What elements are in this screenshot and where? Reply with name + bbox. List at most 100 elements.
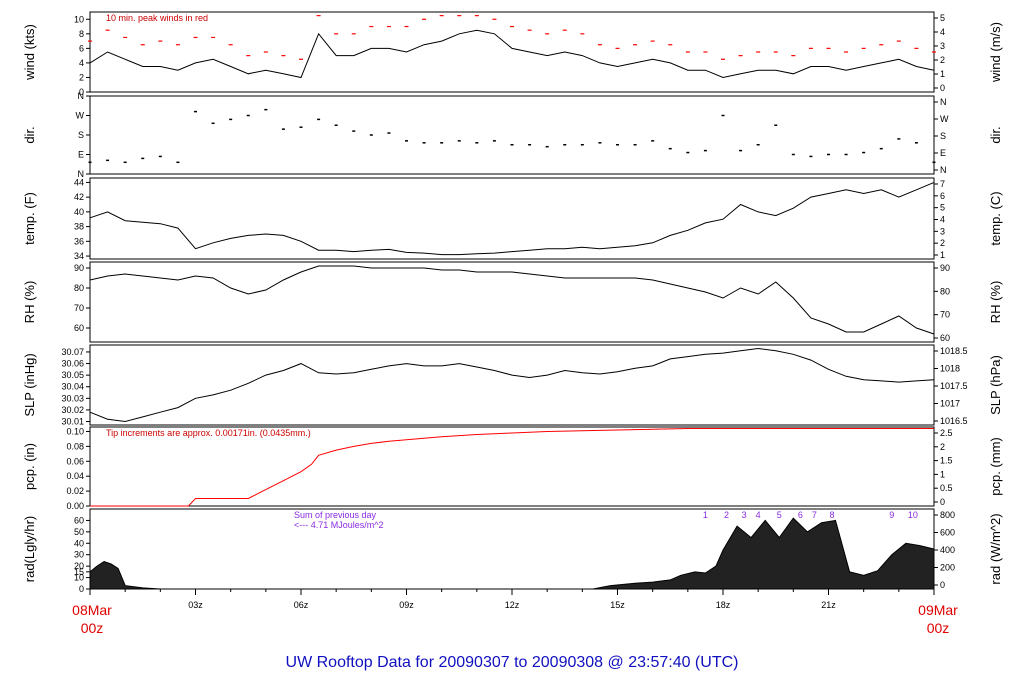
- pcp-right-tick-label: 0: [940, 497, 945, 507]
- dir-left-axis-label: dir.: [22, 126, 37, 143]
- wind-series-line: [89, 29, 935, 79]
- rh-right-tick-label: 80: [940, 286, 950, 296]
- pcp-right-tick-label: 2.5: [940, 428, 953, 438]
- slp-left-tick-label: 30.04: [61, 382, 84, 392]
- dir-point: [299, 126, 303, 128]
- dir-point: [440, 142, 444, 144]
- rh-left-tick-label: 90: [74, 263, 84, 273]
- rh-series-line: [89, 265, 935, 335]
- rad-area: [89, 517, 935, 590]
- dir-right-tick-label: E: [940, 148, 946, 158]
- panel-rh: 60 70 80 90 60 70 80 90 RH (%) RH (%): [22, 261, 1003, 343]
- x-tick-label: 18z: [716, 600, 731, 610]
- dir-point: [352, 130, 356, 132]
- dir-point: [281, 128, 285, 130]
- temp-right-tick-label: 4: [940, 215, 945, 225]
- wind-right-axis-label: wind (m/s): [988, 22, 1003, 83]
- rad-right-tick-label: 800: [940, 510, 955, 520]
- wind-annotation: 10 min. peak winds in red: [106, 13, 208, 23]
- dir-left-tick-label: N: [78, 169, 85, 179]
- temp-right-tick-label: 3: [940, 226, 945, 236]
- wind-frame: [89, 11, 935, 93]
- x-tick-label: 12z: [505, 600, 520, 610]
- wind-right-tick-label: 2: [940, 55, 945, 65]
- rad-hour-label: 9: [889, 510, 894, 520]
- x-tick-label: 21z: [821, 600, 836, 610]
- rad-left-axis-label: rad(Lgly/hr): [22, 516, 37, 582]
- dir-point: [334, 124, 338, 126]
- rad-left-tick-label: 50: [74, 527, 84, 537]
- dir-point: [317, 118, 321, 121]
- rad-sum-note: Sum of previous day: [294, 510, 377, 520]
- dir-point: [616, 144, 619, 146]
- rh-left-tick-label: 60: [74, 323, 84, 333]
- dir-point: [756, 144, 760, 146]
- panel-temp: 34 36 38 40 42 44 1 2 34 5 6 7 temp. (F) temp. (C): [22, 177, 1003, 261]
- temp-left-tick-label: 40: [74, 207, 84, 217]
- rad-hour-label: 7: [812, 510, 817, 520]
- dir-point: [721, 114, 725, 117]
- rad-hour-label: 3: [742, 510, 747, 520]
- rad-hour-label: 2: [724, 510, 729, 520]
- pcp-left-axis-label: pcp. (in): [22, 443, 37, 490]
- dir-point: [914, 142, 918, 144]
- end-date-label: 09Mar: [918, 602, 958, 618]
- dir-point: [528, 144, 532, 146]
- rad-hour-label: 1: [703, 510, 708, 520]
- slp-right-tick-label: 1017: [940, 399, 960, 409]
- pcp-left-tick-label: 0.06: [66, 456, 84, 466]
- dir-point: [369, 134, 373, 136]
- dir-point: [844, 153, 848, 156]
- temp-right-axis-label: temp. (C): [988, 191, 1003, 245]
- dir-point: [598, 142, 602, 144]
- dir-point: [633, 144, 637, 146]
- wind-right-tick-label: 5: [940, 13, 945, 23]
- rad-right-tick-label: 0: [940, 580, 945, 590]
- rad-left-tick-label: 40: [74, 538, 84, 548]
- slp-left-tick-label: 30.03: [61, 393, 84, 403]
- start-time-label: 00z: [81, 620, 104, 636]
- dir-point: [106, 159, 110, 162]
- slp-right-tick-label: 1016.5: [940, 416, 968, 426]
- rh-right-tick-label: 90: [940, 263, 950, 273]
- dir-point: [545, 145, 549, 148]
- temp-left-axis-label: temp. (F): [22, 192, 37, 245]
- dir-point: [897, 138, 901, 140]
- pcp-left-tick-label: 0.02: [66, 486, 84, 496]
- dir-point: [703, 149, 707, 152]
- x-tick-label: 09z: [399, 600, 414, 610]
- temp-left-tick-label: 34: [74, 251, 84, 261]
- rad-left-tick-label: 20: [74, 561, 84, 571]
- rad-right-tick-label: 200: [940, 563, 955, 573]
- rh-left-axis-label: RH (%): [22, 281, 37, 324]
- pcp-right-tick-label: 1: [940, 469, 945, 479]
- pcp-right-tick-label: 0.5: [940, 483, 953, 493]
- start-date-label: 08Mar: [72, 602, 112, 618]
- dir-point: [475, 142, 479, 144]
- rh-left-tick-label: 80: [74, 283, 84, 293]
- wind-right-tick-label: 0: [940, 83, 945, 93]
- x-tick-label: 06z: [294, 600, 309, 610]
- rad-right-tick-label: 600: [940, 528, 955, 538]
- rh-frame: [89, 261, 935, 343]
- temp-right-tick-label: 1: [940, 250, 945, 260]
- dir-right-tick-label: W: [940, 114, 949, 124]
- dir-point: [862, 151, 866, 154]
- temp-left-tick-label: 44: [74, 177, 84, 187]
- dir-point: [194, 110, 197, 113]
- rad-left-tick-label: 30: [74, 550, 84, 560]
- x-axis: 03z 06z 09z 12z 15z 18z 21z: [89, 589, 935, 610]
- pcp-series-line: [90, 428, 934, 507]
- dir-left-tick-label: S: [78, 130, 84, 140]
- pcp-annotation: Tip increments are approx. 0.00171in. (0…: [106, 428, 311, 438]
- pcp-frame: [89, 426, 935, 507]
- slp-left-tick-label: 30.06: [61, 359, 84, 369]
- wind-left-tick-label: 0: [79, 87, 84, 97]
- panel-wind: 0 2 4 6 8 10 0 1 2 3 4 5 wind (kts) wind (m/s) 10 min.…: [22, 11, 1003, 97]
- rad-hour-label: 5: [777, 510, 782, 520]
- rad-right-tick-label: 400: [940, 545, 955, 555]
- slp-frame: [89, 344, 935, 426]
- dir-point: [809, 155, 813, 158]
- dir-point: [88, 161, 92, 164]
